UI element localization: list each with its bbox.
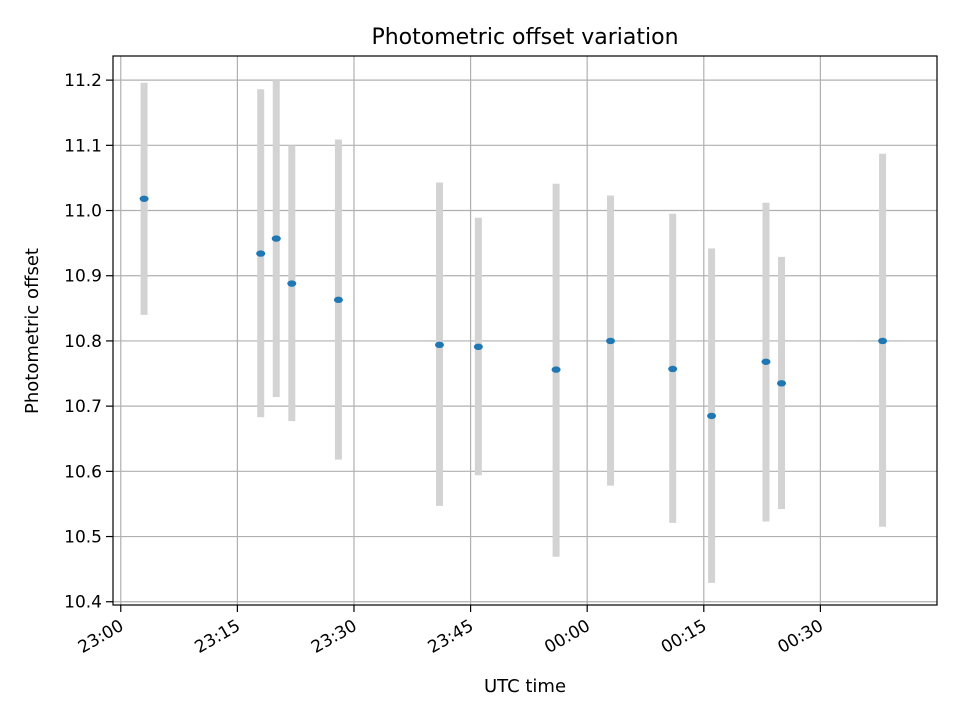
y-tick-label: 11.2 [64, 71, 102, 91]
data-point [707, 412, 717, 420]
data-point [434, 341, 444, 349]
plot-frame [112, 55, 938, 606]
data-point [256, 250, 266, 257]
data-point [551, 366, 561, 373]
y-tick-label: 10.4 [64, 593, 102, 613]
y-tick-label: 11.0 [64, 202, 102, 222]
data-point [333, 296, 343, 304]
chart-title: Photometric offset variation [371, 25, 678, 50]
x-axis-label: UTC time [484, 676, 566, 697]
y-tick-label: 10.5 [64, 528, 102, 548]
data-point [271, 235, 281, 242]
grid [113, 56, 937, 605]
y-tick-label: 10.8 [64, 332, 102, 352]
y-tick-label: 10.9 [64, 267, 102, 287]
y-tick-label: 10.6 [64, 462, 102, 482]
data-point [606, 337, 616, 345]
data-point [878, 337, 888, 345]
data-point [473, 343, 483, 351]
data-point [668, 365, 678, 373]
y-axis-ticks: 10.4 10.5 10.6 10.7 10.8 10.9 11.0 11.1 11.2 [64, 71, 113, 613]
data-point [287, 280, 297, 287]
data-point [761, 358, 771, 365]
data-point [777, 380, 787, 387]
data-point [139, 195, 149, 202]
y-tick-label: 11.1 [64, 136, 102, 156]
y-axis-label: Photometric offset [22, 248, 43, 414]
data-points [139, 195, 888, 420]
y-tick-label: 10.7 [64, 397, 102, 417]
